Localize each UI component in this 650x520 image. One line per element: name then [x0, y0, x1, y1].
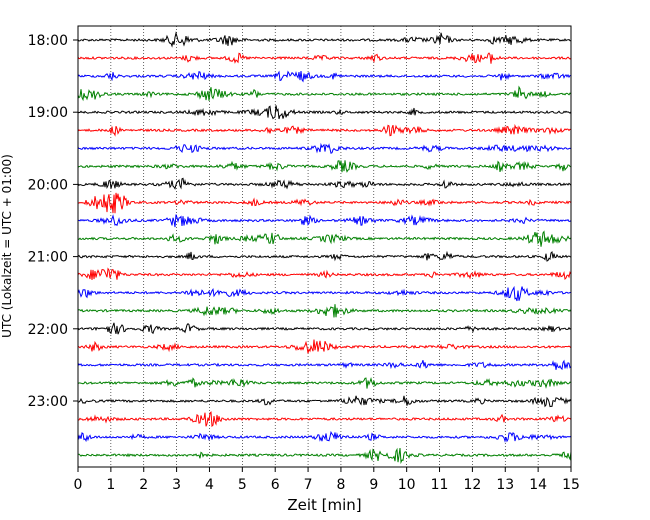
x-tick-label: 7	[304, 477, 313, 493]
trace-line	[77, 430, 572, 443]
y-tick-label: 19:00	[28, 105, 68, 121]
x-tick-label: 1	[106, 477, 115, 493]
trace-line	[77, 395, 572, 408]
trace-line	[77, 52, 572, 64]
x-tick-label: 11	[431, 477, 449, 493]
trace-line	[77, 214, 572, 228]
x-tick-label: 9	[369, 477, 378, 493]
trace-line	[77, 285, 572, 302]
trace-line	[77, 85, 572, 102]
y-tick-label: 18:00	[28, 33, 68, 49]
x-tick-label: 0	[74, 477, 83, 493]
trace-line	[77, 160, 572, 173]
seismic-traces	[77, 31, 572, 465]
trace-line	[77, 339, 572, 354]
plot-frame	[77, 25, 572, 468]
x-tick-label: 15	[562, 477, 580, 493]
trace-line	[77, 267, 572, 281]
trace-line	[77, 447, 572, 465]
y-tick-label: 21:00	[28, 250, 68, 266]
trace-line	[77, 105, 572, 120]
trace-line	[77, 230, 572, 247]
trace-line	[77, 123, 572, 137]
x-tick-label: 6	[271, 477, 280, 493]
x-tick-label: 12	[463, 477, 481, 493]
trace-line	[77, 70, 572, 83]
plot-background	[78, 26, 571, 467]
x-tick-label: 3	[172, 477, 181, 493]
x-axis-label: Zeit [min]	[287, 496, 361, 514]
trace-line	[77, 250, 572, 262]
trace-line	[77, 31, 572, 48]
trace-line	[77, 411, 572, 428]
y-axis-label: UTC (Lokalzeit = UTC + 01:00)	[0, 154, 14, 338]
trace-line	[77, 177, 572, 190]
y-axis-ticks: 18:00 19:00 20:00 21:00 22:00 23:00	[28, 33, 78, 410]
x-tick-label: 5	[238, 477, 247, 493]
trace-line	[77, 322, 572, 335]
x-tick-label: 4	[205, 477, 214, 493]
trace-line	[77, 142, 572, 154]
trace-line	[77, 359, 572, 371]
y-tick-label: 23:00	[28, 394, 68, 410]
x-tick-label: 8	[336, 477, 345, 493]
x-tick-label: 10	[398, 477, 416, 493]
trace-line	[77, 192, 572, 214]
x-tick-label: 2	[139, 477, 148, 493]
x-axis-ticks: 0 1 2 3 4 5 6 7 8 9 10 11 12 13 14 15	[74, 467, 580, 493]
trace-line	[77, 304, 572, 318]
x-tick-label: 13	[496, 477, 514, 493]
x-tick-label: 14	[529, 477, 547, 493]
y-tick-label: 20:00	[28, 177, 68, 193]
y-tick-label: 22:00	[28, 322, 68, 338]
trace-line	[77, 377, 572, 389]
